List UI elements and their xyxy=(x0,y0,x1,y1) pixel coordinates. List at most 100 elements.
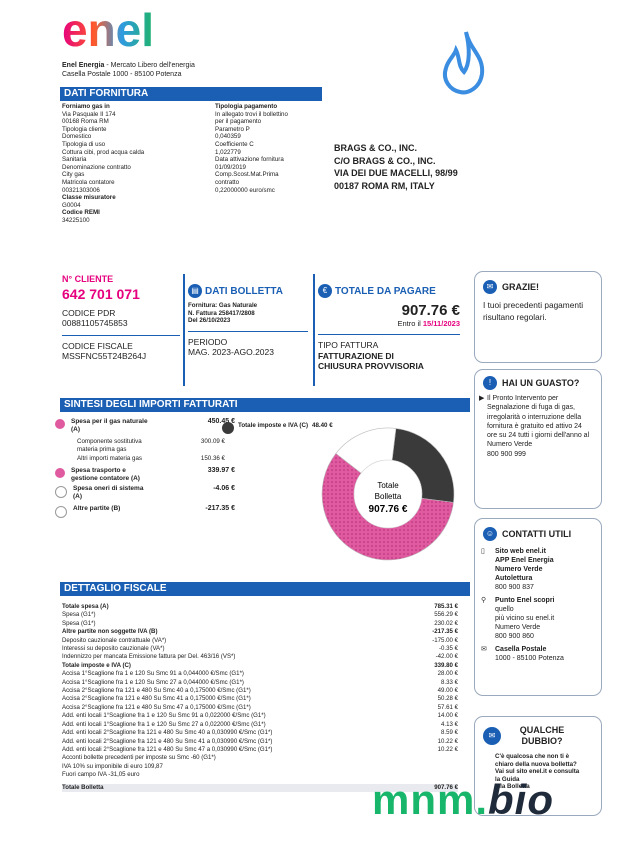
dubbio-line: chiaro della nuova bolletta? xyxy=(495,760,577,768)
dettaglio-row: Add. enti locali 1°Scaglione fra 1 e 120… xyxy=(62,721,458,729)
dettaglio-value: 49.00 € xyxy=(437,687,458,695)
recipient-line: VIA DEI DUE MACELLI, 98/99 xyxy=(334,168,458,178)
svg-text:enel: enel xyxy=(62,6,154,54)
contatti-item: ⚲ Punto Enel scopri quello più vicino su en… xyxy=(481,596,595,641)
donut-label: Bolletta xyxy=(375,492,402,501)
contatti-line: quello xyxy=(495,606,514,613)
dettaglio-label: Accisa 1°Scaglione fra 1 e 120 Su Smc 91… xyxy=(62,670,244,678)
dettaglio-value: 50.28 € xyxy=(437,695,458,703)
cliente-block: N° CLIENTE 642 701 071 CODICE PDR 008811… xyxy=(62,274,182,361)
dettaglio-row: Add. enti locali 1°Scaglione fra 1 e 120… xyxy=(62,712,458,720)
sintesi-imposte: Totale imposte e IVA (C) 48.40 € xyxy=(222,422,333,434)
donut-label: Totale xyxy=(377,481,399,490)
contatti-line: Autolettura xyxy=(495,575,533,582)
dettaglio-row: Accisa 2°Scaglione fra 121 e 480 Su Smc … xyxy=(62,704,458,712)
fornitura-line: Sanitaria xyxy=(62,156,87,164)
dettaglio-row: Add. enti locali 2°Scaglione fra 121 e 4… xyxy=(62,729,458,737)
legend-dot xyxy=(55,505,67,518)
fornitura-line: 34225100 xyxy=(62,216,90,224)
dettaglio-label: Add. enti locali 2°Scaglione fra 121 e 4… xyxy=(62,737,273,745)
donut-chart: Totale Bolletta 907.76 € xyxy=(318,424,458,569)
dettaglio-label: Indennizzo per mancata Emissione fattura… xyxy=(62,653,236,661)
dettaglio-label: Totale Bolletta xyxy=(62,783,104,791)
dettaglio-value: 10.22 € xyxy=(437,745,458,753)
fornitura-line: Tipologia cliente xyxy=(62,125,107,133)
fornitura-line: Matricola contatore xyxy=(62,178,115,186)
enel-logo: enel xyxy=(60,4,180,59)
dettaglio-label: Acconti bollette precedenti per imposte … xyxy=(62,754,216,762)
donut-hole xyxy=(353,459,423,529)
dettaglio-row: Totale imposte e IVA (C) 339.80 € xyxy=(62,662,458,670)
mail-icon: ✉ xyxy=(483,727,501,745)
fornitura-line: Denominazione contratto xyxy=(62,163,131,171)
mobile-icon: ▯ xyxy=(481,548,485,555)
fornitura-line: Tipologia di uso xyxy=(62,140,106,148)
dati-bolletta-block: ▤ DATI BOLLETTA Fornitura: Gas Naturale N… xyxy=(188,284,310,357)
tipo-fattura-line: CHIUSURA PROVVISORIA xyxy=(318,361,424,371)
dettaglio-label: Accisa 2°Scaglione fra 121 e 480 Su Smc … xyxy=(62,695,251,703)
dettaglio-label: Spesa (G1*) xyxy=(62,611,96,619)
recipient-line: 00187 ROMA RM, ITALY xyxy=(334,180,435,191)
recipient-line: BRAGS & CO., INC. xyxy=(334,143,418,153)
dettaglio-label: Altre partite non soggette IVA (B) xyxy=(62,628,158,636)
fornitura-line: 01/09/2019 xyxy=(215,163,246,171)
fornitura-line: Forniamo gas in xyxy=(62,103,110,110)
dettaglio-row: Acconti bollette precedenti per imposte … xyxy=(62,754,458,762)
dettaglio-label: Accisa 2°Scaglione fra 121 e 480 Su Smc … xyxy=(62,703,251,711)
dettaglio-value: -217.35 € xyxy=(432,628,458,636)
dettaglio-row: Add. enti locali 2°Scaglione fra 121 e 4… xyxy=(62,738,458,746)
contatti-line[interactable]: più vicino su enel.it xyxy=(495,615,555,622)
dettaglio-row: Altre partite non soggette IVA (B) -217.3… xyxy=(62,628,458,636)
sender-block: Enel Energia - Mercato Libero dell'energ… xyxy=(62,62,195,78)
dettaglio-value: -42.00 € xyxy=(435,653,458,661)
dettaglio-table: Totale spesa (A) 785.31 € Spesa (G1*) 556.2… xyxy=(62,603,458,792)
dettaglio-value: 556.29 € xyxy=(434,611,458,619)
dettaglio-value: 339.80 € xyxy=(434,661,458,669)
fornitura-line: G0004 xyxy=(62,201,81,209)
dettaglio-value: 785.31 € xyxy=(434,603,458,610)
fornitura-left-column: Forniamo gas in Via Pasquale II 174 00168 … xyxy=(62,103,212,225)
dettaglio-row: Accisa 2°Scaglione fra 121 e 480 Su Smc … xyxy=(62,695,458,703)
dettaglio-label: Fuori campo IVA -31,05 euro xyxy=(62,771,140,779)
legend-dot xyxy=(55,467,65,478)
gas-flame-icon xyxy=(440,30,486,101)
guasto-card: ! HAI UN GUASTO? ▶ Il Pronto Intervento … xyxy=(474,369,602,509)
dettaglio-label: Totale imposte e IVA (C) xyxy=(62,661,131,669)
fornitura-line: Codice REMI xyxy=(62,209,100,217)
divider xyxy=(313,274,315,386)
sintesi-items: Spesa per il gas naturale (A) 450.45 € C… xyxy=(55,418,235,518)
fornitura-line: 00321303006 xyxy=(62,186,100,194)
people-icon: ☺ xyxy=(483,527,497,541)
dettaglio-row: Accisa 2°Scaglione fra 121 e 480 Su Smc … xyxy=(62,687,458,695)
contatti-line: 800 900 860 xyxy=(495,633,534,640)
contatti-line: 1000 - 85100 Potenza xyxy=(495,655,564,662)
legend-dot xyxy=(222,422,234,434)
dettaglio-value: 8.33 € xyxy=(441,678,458,686)
fornitura-line: Data attivazione fornitura xyxy=(215,156,284,164)
dettaglio-row: Totale spesa (A) 785.31 € xyxy=(62,603,458,611)
mail-icon: ✉ xyxy=(483,280,497,294)
fornitura-line: contratto xyxy=(215,178,240,186)
dettaglio-value: 907.76 € xyxy=(434,783,458,791)
dettaglio-row: Accisa 1°Scaglione fra 1 e 120 Su Smc 91… xyxy=(62,670,458,678)
fornitura-line: Domestico xyxy=(62,133,92,141)
dettaglio-label: Accisa 2°Scaglione fra 121 e 480 Su Smc … xyxy=(62,687,251,695)
document-icon: ▤ xyxy=(188,284,202,298)
dubbio-line: C'è qualcosa che non ti è xyxy=(495,753,570,760)
fornitura-line: Classe misuratore xyxy=(62,194,116,202)
legend-dot xyxy=(55,419,65,429)
dettaglio-row: Spesa (G1*) 230.02 € xyxy=(62,620,458,628)
contatti-line[interactable]: Sito web enel.it xyxy=(495,548,546,555)
fornitura-line: 0,22000000 euro/smc xyxy=(215,186,275,194)
dettaglio-label: Accisa 1°Scaglione fra 1 e 120 Su Smc 27… xyxy=(62,678,244,686)
dettaglio-value: 10.22 € xyxy=(437,737,458,745)
dettaglio-row: Totale Bolletta 907.76 € xyxy=(62,783,458,792)
dettaglio-label: Totale spesa (A) xyxy=(62,603,109,610)
fornitura-line: Parametro P xyxy=(215,125,250,133)
fornitura-line: 1,022779 xyxy=(215,148,241,156)
dettaglio-label: Deposito cauzionale contrattuale (VA*) xyxy=(62,636,167,644)
dettaglio-value: 4.13 € xyxy=(441,720,458,728)
dettaglio-row: Accisa 1°Scaglione fra 1 e 120 Su Smc 27… xyxy=(62,679,458,687)
bolletta-line: Del 26/10/2023 xyxy=(188,317,231,325)
bolletta-line: Fornitura: Gas Naturale xyxy=(188,302,258,309)
